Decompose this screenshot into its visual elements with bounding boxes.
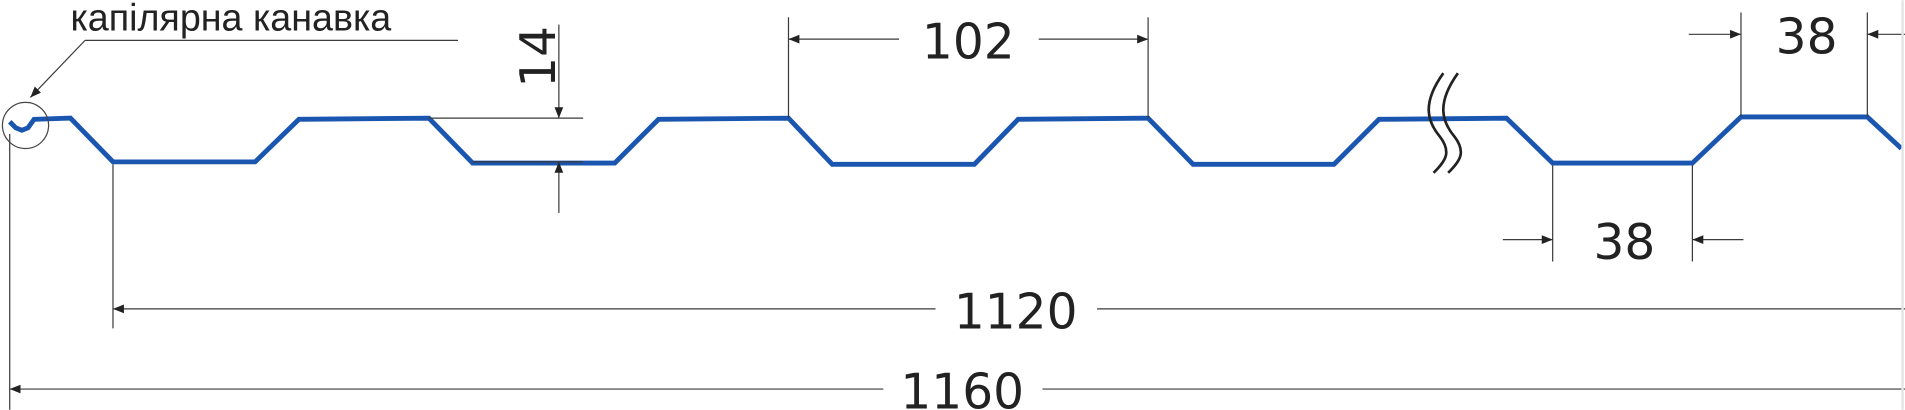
sheet-profile (8, 114, 1904, 167)
leader-arrow (29, 39, 86, 98)
groove-circle (1, 101, 50, 150)
bottom-flat-dimension: 38 (1502, 165, 1744, 271)
height-dimension: 14 (428, 24, 584, 213)
pitch-dimension: 102 (787, 15, 1149, 119)
svg-text:1160: 1160 (900, 364, 1024, 410)
effective-width-dimension: 1120 (112, 164, 1905, 340)
svg-text:1120: 1120 (954, 284, 1078, 340)
svg-text:38: 38 (1593, 215, 1655, 271)
total-width-dimension: 1160 (9, 133, 1905, 410)
top-flat-dimension: 38 (1688, 10, 1905, 117)
svg-text:102: 102 (922, 15, 1015, 71)
svg-text:38: 38 (1776, 10, 1838, 66)
svg-text:14: 14 (511, 26, 567, 88)
break-symbol (1427, 72, 1463, 174)
groove-label: капілярна канавка (70, 0, 391, 39)
